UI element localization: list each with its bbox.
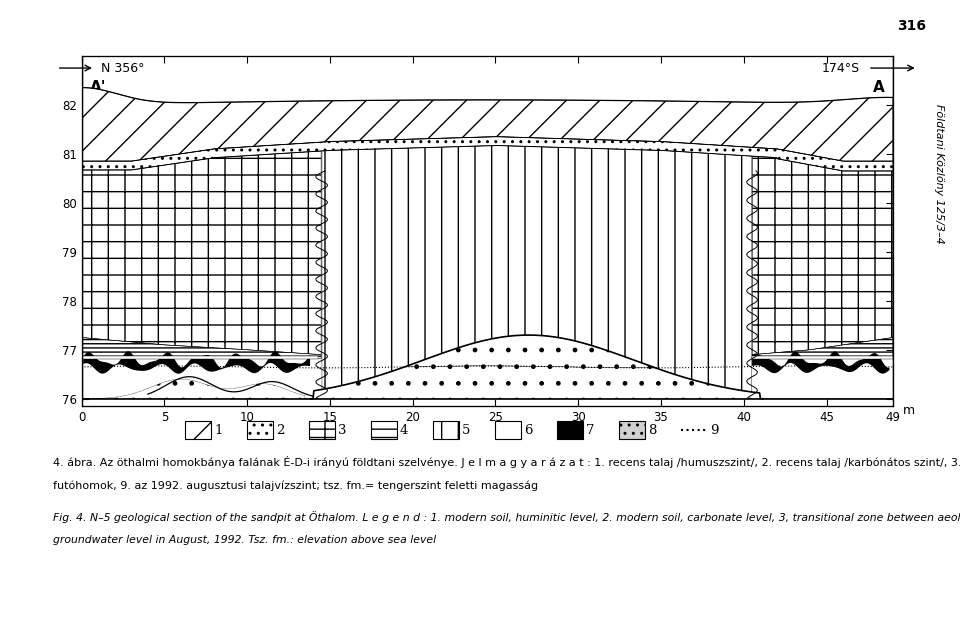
Text: 3: 3 <box>338 423 347 436</box>
Text: m: m <box>902 404 915 417</box>
Bar <box>557 421 583 439</box>
Text: 7: 7 <box>586 423 594 436</box>
Text: A': A' <box>90 80 107 95</box>
Bar <box>371 421 397 439</box>
Text: N 356°: N 356° <box>102 61 145 74</box>
Text: 316: 316 <box>898 19 926 33</box>
Text: 174°S: 174°S <box>822 61 860 74</box>
Bar <box>309 421 335 439</box>
Text: 9: 9 <box>710 423 718 436</box>
Bar <box>495 421 521 439</box>
Text: groundwater level in August, 1992. Tsz. fm.: elevation above sea level: groundwater level in August, 1992. Tsz. … <box>53 535 436 545</box>
Bar <box>619 421 645 439</box>
Text: 2: 2 <box>276 423 284 436</box>
Text: 1: 1 <box>214 423 223 436</box>
Text: A: A <box>873 80 884 95</box>
Bar <box>433 421 459 439</box>
Text: Fig. 4. N–5 geological section of the sandpit at Öthalom. L e g e n d : 1. moder: Fig. 4. N–5 geological section of the sa… <box>53 512 960 523</box>
Text: 6: 6 <box>524 423 533 436</box>
Text: Földtani Közlöny 125/3–4: Földtani Közlöny 125/3–4 <box>934 104 944 244</box>
Text: 8: 8 <box>648 423 657 436</box>
Bar <box>247 421 273 439</box>
Text: futóhomok, 9. az 1992. augusztusi talajvízszint; tsz. fm.= tengerszint feletti m: futóhomok, 9. az 1992. augusztusi talajv… <box>53 480 538 491</box>
Text: 4: 4 <box>400 423 408 436</box>
Bar <box>185 421 211 439</box>
Text: 4. ábra. Az öthalmi homokbánya falának É-D-i irányú földtani szelvénye. J e l m : 4. ábra. Az öthalmi homokbánya falának É… <box>53 456 960 467</box>
Text: 5: 5 <box>462 423 470 436</box>
